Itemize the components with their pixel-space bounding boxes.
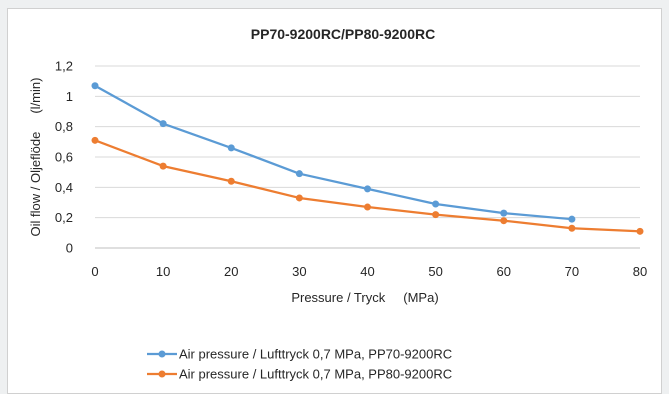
y-tick-label: 0,2 [55, 210, 73, 225]
x-tick-label: 30 [292, 264, 306, 279]
x-tick-label: 50 [428, 264, 442, 279]
series-1 [91, 82, 576, 223]
data-point [91, 136, 99, 144]
data-point [568, 224, 576, 232]
data-point [568, 215, 576, 223]
data-point [500, 209, 508, 217]
y-tick-label: 0,6 [55, 150, 73, 165]
x-tick-label: 70 [565, 264, 579, 279]
x-axis-ticks: 0 10 20 30 40 50 60 70 80 [91, 264, 647, 279]
x-tick-label: 40 [360, 264, 374, 279]
data-point [364, 185, 371, 193]
legend: Air pressure / Lufttryck 0,7 MPa, PP70-9… [147, 347, 452, 382]
x-tick-label: 0 [91, 264, 98, 279]
data-point [364, 203, 371, 211]
y-axis-label: Oil flow / Oljeflöde (l/min) [28, 78, 43, 237]
legend-marker [158, 370, 166, 378]
x-tick-label: 60 [497, 264, 511, 279]
series-2 [91, 136, 644, 235]
data-point [91, 82, 99, 90]
data-point [636, 227, 644, 235]
legend-label: Air pressure / Lufttryck 0,7 MPa, PP80-9… [179, 367, 452, 382]
data-point [432, 211, 440, 219]
y-tick-label: 0,8 [55, 119, 73, 134]
data-series [91, 82, 644, 235]
data-point [159, 120, 167, 128]
legend-entry: Air pressure / Lufttryck 0,7 MPa, PP80-9… [147, 367, 452, 382]
x-tick-label: 20 [224, 264, 238, 279]
x-tick-label: 80 [633, 264, 647, 279]
data-point [227, 144, 235, 152]
data-point [500, 217, 508, 225]
series-line [94, 84, 572, 221]
chart-title: PP70-9200RC/PP80-9200RC [251, 26, 435, 42]
x-axis-label: Pressure / Tryck (MPa) [291, 290, 438, 305]
data-point [295, 194, 303, 202]
data-point [227, 177, 235, 185]
y-axis-ticks: 0 0,2 0,4 0,6 0,8 1 1,2 [55, 59, 73, 256]
data-point [432, 200, 440, 208]
y-tick-label: 0 [66, 241, 73, 256]
legend-marker [158, 350, 166, 358]
data-point [159, 162, 167, 170]
legend-entry: Air pressure / Lufttryck 0,7 MPa, PP70-9… [147, 347, 452, 362]
y-tick-label: 0,4 [55, 180, 73, 195]
data-point [295, 170, 303, 178]
chart-panel [7, 8, 662, 394]
y-tick-label: 1,2 [55, 59, 73, 74]
x-tick-label: 10 [156, 264, 170, 279]
legend-label: Air pressure / Lufttryck 0,7 MPa, PP70-9… [179, 347, 452, 362]
y-tick-label: 1 [66, 89, 73, 104]
gridlines [95, 65, 640, 249]
